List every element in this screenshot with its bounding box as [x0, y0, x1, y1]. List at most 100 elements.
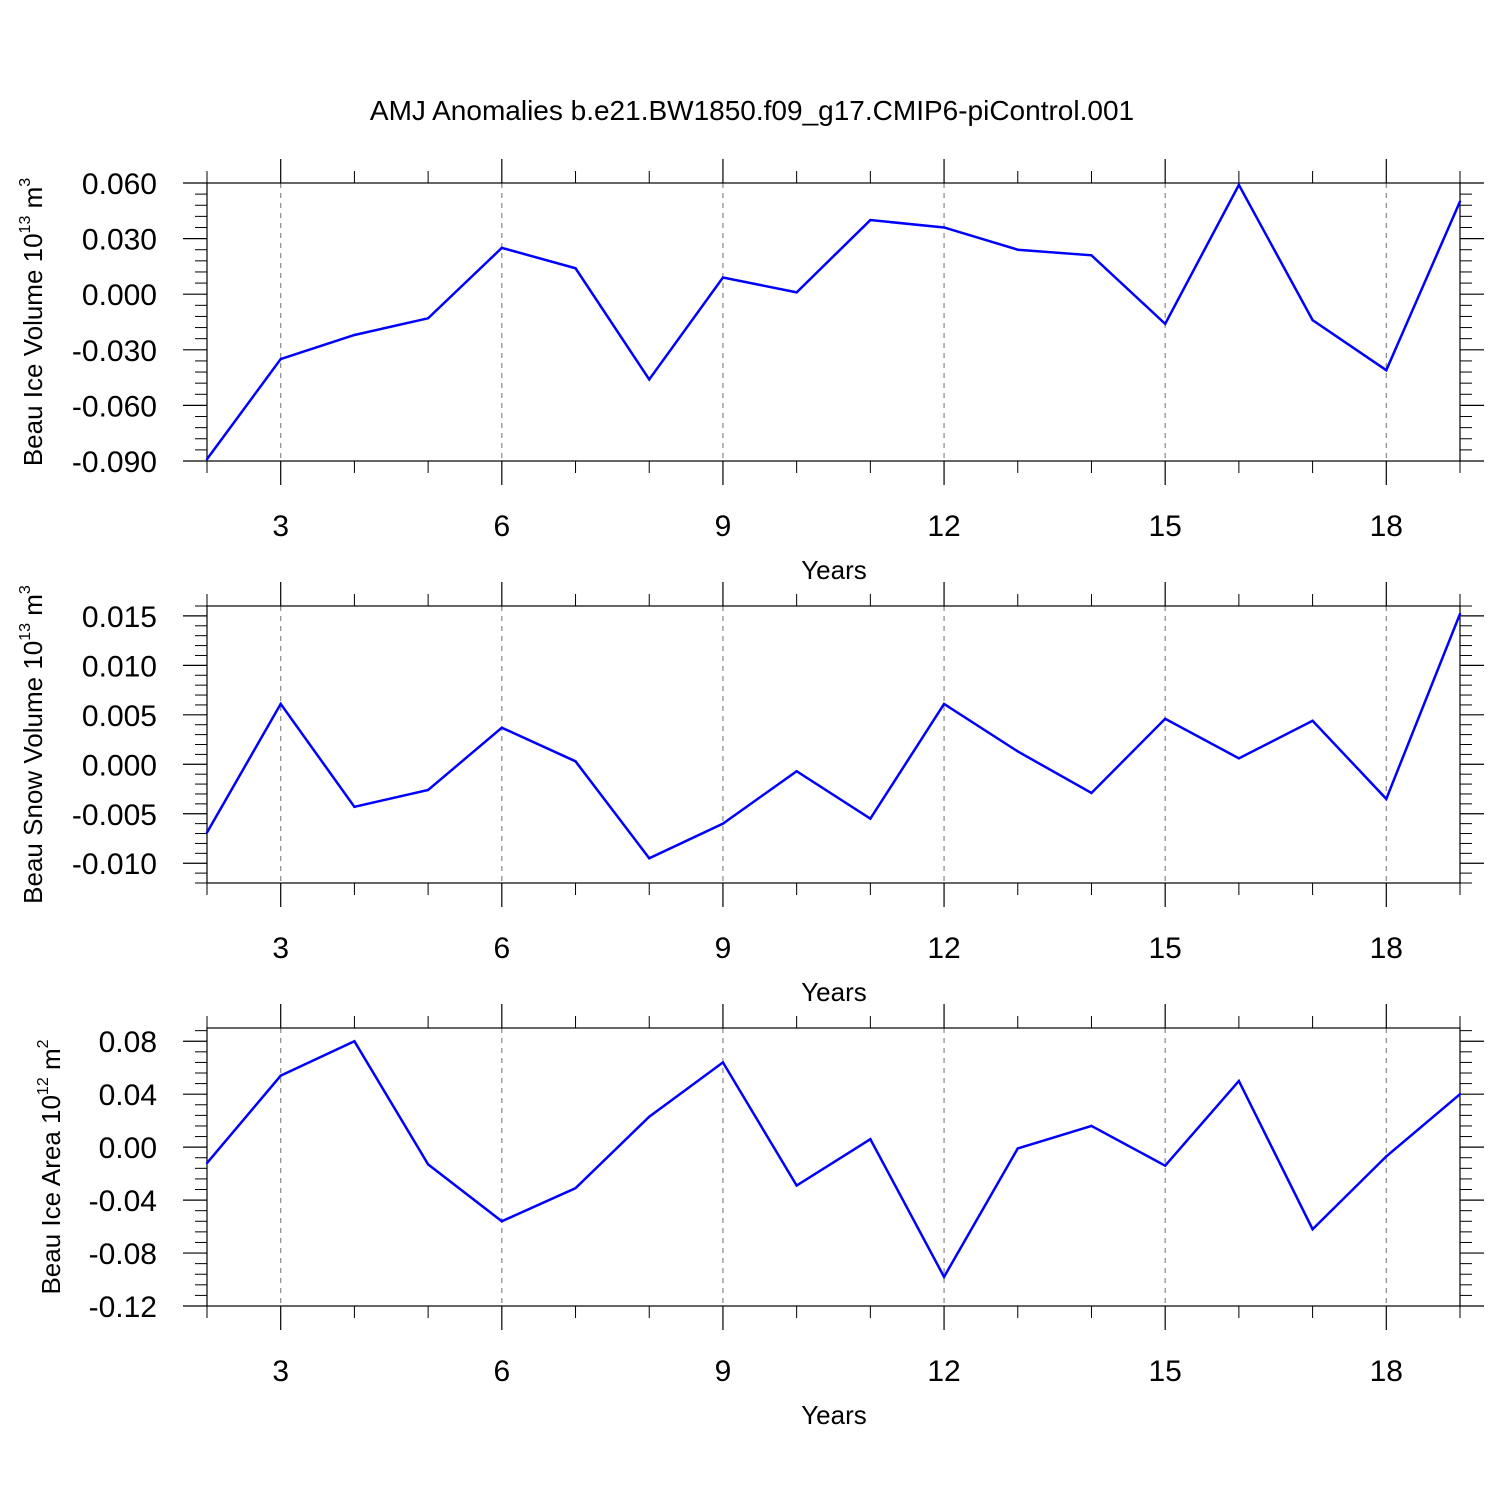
x-tick-label: 3 [272, 1355, 289, 1388]
data-point [1163, 1164, 1167, 1167]
y-tick-label: 0.030 [82, 224, 157, 257]
data-point [205, 457, 209, 461]
plot-frame [206, 182, 1461, 462]
x-tick-label: 18 [1370, 1355, 1403, 1388]
y-label-unit-exponent: 2 [35, 1039, 52, 1048]
data-point [1163, 322, 1167, 326]
x-tick-label: 9 [715, 932, 732, 965]
x-tick-label: 15 [1148, 1355, 1181, 1388]
y-tick-label: 0.04 [99, 1079, 157, 1112]
data-point [574, 760, 577, 763]
y-label-exponent: 13 [17, 623, 34, 641]
data-point [279, 357, 282, 361]
x-tick-label: 6 [493, 932, 510, 965]
data-point [1311, 318, 1314, 322]
data-point [1090, 1124, 1093, 1128]
y-tick-label: 0.000 [82, 279, 157, 312]
x-tick-label: 3 [272, 510, 289, 543]
x-axis-label: Years [801, 1400, 867, 1430]
x-tick-label: 18 [1370, 510, 1403, 543]
data-point [721, 1061, 725, 1064]
x-tick-label: 3 [272, 932, 289, 965]
x-tick-label: 6 [493, 1355, 510, 1388]
y-tick-label: -0.060 [72, 390, 157, 423]
y-label-exponent: 12 [35, 1077, 52, 1095]
data-point [795, 1184, 798, 1187]
y-tick-label: 0.005 [82, 700, 157, 733]
y-label-unit-exponent: 3 [17, 178, 34, 187]
data-point [1163, 717, 1167, 720]
y-axis-label: Beau Ice Area 1012 m2 [35, 1039, 66, 1294]
y-tick-label: -0.08 [89, 1238, 157, 1271]
data-point [426, 317, 430, 320]
plot-frame [206, 1027, 1461, 1307]
y-label-base: Beau Snow Volume 10 [18, 641, 48, 904]
data-point [1237, 183, 1241, 187]
data-point [1311, 719, 1314, 722]
plot-frame [206, 605, 1461, 884]
y-tick-label: -0.090 [72, 446, 157, 479]
data-point [942, 702, 946, 706]
y-tick-label: 0.010 [82, 650, 157, 683]
y-tick-label: -0.005 [72, 799, 157, 832]
y-tick-label: 0.000 [82, 749, 157, 782]
data-point [205, 1161, 209, 1165]
x-tick-label: 18 [1370, 932, 1403, 965]
y-label-base: Beau Ice Volume 10 [18, 233, 48, 466]
panel-snow-volume: 3 6 9 12 15 18 0.015 0.010 0.005 0.000 -0.005 -0.01… [17, 582, 1484, 1007]
data-point [500, 726, 504, 729]
data-point [353, 333, 356, 337]
y-label-unit: m [18, 187, 48, 216]
y-tick-label: -0.030 [72, 335, 157, 368]
series-line [205, 182, 1462, 460]
data-point [1458, 612, 1462, 616]
data-point [426, 788, 430, 792]
data-point [648, 857, 651, 860]
y-tick-label: 0.015 [82, 601, 157, 634]
y-label-exponent: 13 [17, 216, 34, 234]
data-point [795, 291, 798, 294]
data-point [721, 822, 725, 825]
data-point [1385, 368, 1388, 372]
data-point [1237, 1079, 1241, 1083]
data-point [795, 770, 798, 773]
y-label-unit: m [18, 594, 48, 623]
x-axis-label: Years [801, 555, 867, 585]
data-point [1090, 254, 1093, 257]
data-point [1237, 757, 1241, 760]
y-label-unit-exponent: 3 [17, 585, 34, 594]
x-tick-label: 15 [1148, 510, 1181, 543]
data-point [574, 1186, 577, 1190]
data-point [942, 1275, 946, 1279]
data-point [721, 276, 725, 279]
data-point [1385, 797, 1388, 801]
panel-ice-area: 3 6 9 12 15 18 0.08 0.04 0.00 -0.04 -0.08 -0.12 Year… [35, 1004, 1484, 1430]
data-point [426, 1163, 430, 1166]
x-tick-label: 9 [715, 510, 732, 543]
y-tick-label: 0.08 [99, 1026, 157, 1059]
data-point [1016, 750, 1019, 753]
data-point [353, 1040, 356, 1043]
x-axis-label: Years [801, 977, 867, 1007]
data-point [1016, 248, 1019, 251]
y-tick-label: 0.00 [99, 1132, 157, 1165]
panel-ice-volume: 3 6 9 12 15 18 0.060 0.030 0.000 -0.030 -0.060 -0.0… [17, 159, 1484, 585]
y-tick-label: 0.060 [82, 168, 157, 201]
y-label-unit: m [36, 1048, 66, 1077]
data-point [500, 1220, 504, 1223]
y-tick-label: -0.12 [89, 1291, 157, 1324]
x-tick-label: 12 [927, 510, 960, 543]
data-point [353, 805, 356, 809]
data-point [1385, 1155, 1388, 1158]
data-point [648, 378, 651, 381]
x-tick-label: 9 [715, 1355, 732, 1388]
x-tick-label: 15 [1148, 932, 1181, 965]
data-point [1458, 200, 1462, 203]
data-point [1311, 1228, 1314, 1231]
data-point [942, 226, 946, 229]
chart-title: AMJ Anomalies b.e21.BW1850.f09_g17.CMIP6… [370, 95, 1134, 126]
y-tick-label: -0.010 [72, 848, 157, 881]
data-point [279, 1074, 282, 1077]
data-point [869, 218, 872, 222]
